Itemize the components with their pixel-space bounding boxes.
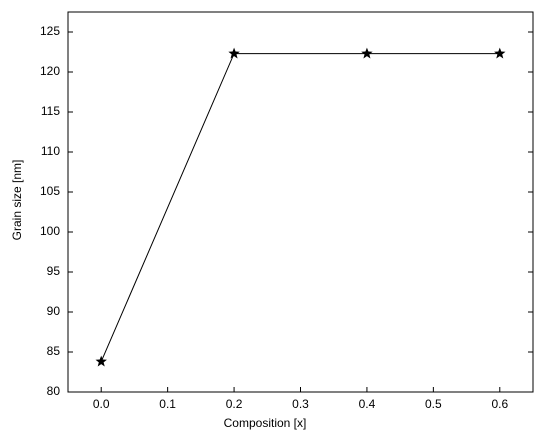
x-tick-label: 0.0 <box>93 397 110 411</box>
x-tick-label: 0.5 <box>425 397 442 411</box>
x-tick-label: 0.1 <box>159 397 176 411</box>
y-tick-label: 120 <box>40 64 60 78</box>
y-tick-label: 90 <box>47 304 61 318</box>
y-axis-label: Grain size [nm] <box>10 160 24 241</box>
y-tick-label: 105 <box>40 184 60 198</box>
x-axis-label: Composition [x] <box>224 416 307 430</box>
y-tick-label: 95 <box>47 264 61 278</box>
y-tick-label: 110 <box>41 144 60 158</box>
data-point <box>95 355 107 367</box>
y-tick-label: 85 <box>47 344 61 358</box>
x-tick-label: 0.4 <box>359 397 376 411</box>
x-tick-label: 0.3 <box>292 397 309 411</box>
y-tick-label: 125 <box>40 24 60 38</box>
data-line <box>100 53 500 362</box>
plot-frame <box>67 11 534 393</box>
y-tick-label: 115 <box>41 104 60 118</box>
y-tick-label: 80 <box>47 384 61 398</box>
data-point <box>494 47 506 59</box>
x-tick-label: 0.6 <box>491 397 508 411</box>
y-tick-label: 100 <box>40 224 60 238</box>
x-tick-label: 0.2 <box>226 397 243 411</box>
data-point <box>228 47 240 59</box>
data-point <box>361 47 373 59</box>
